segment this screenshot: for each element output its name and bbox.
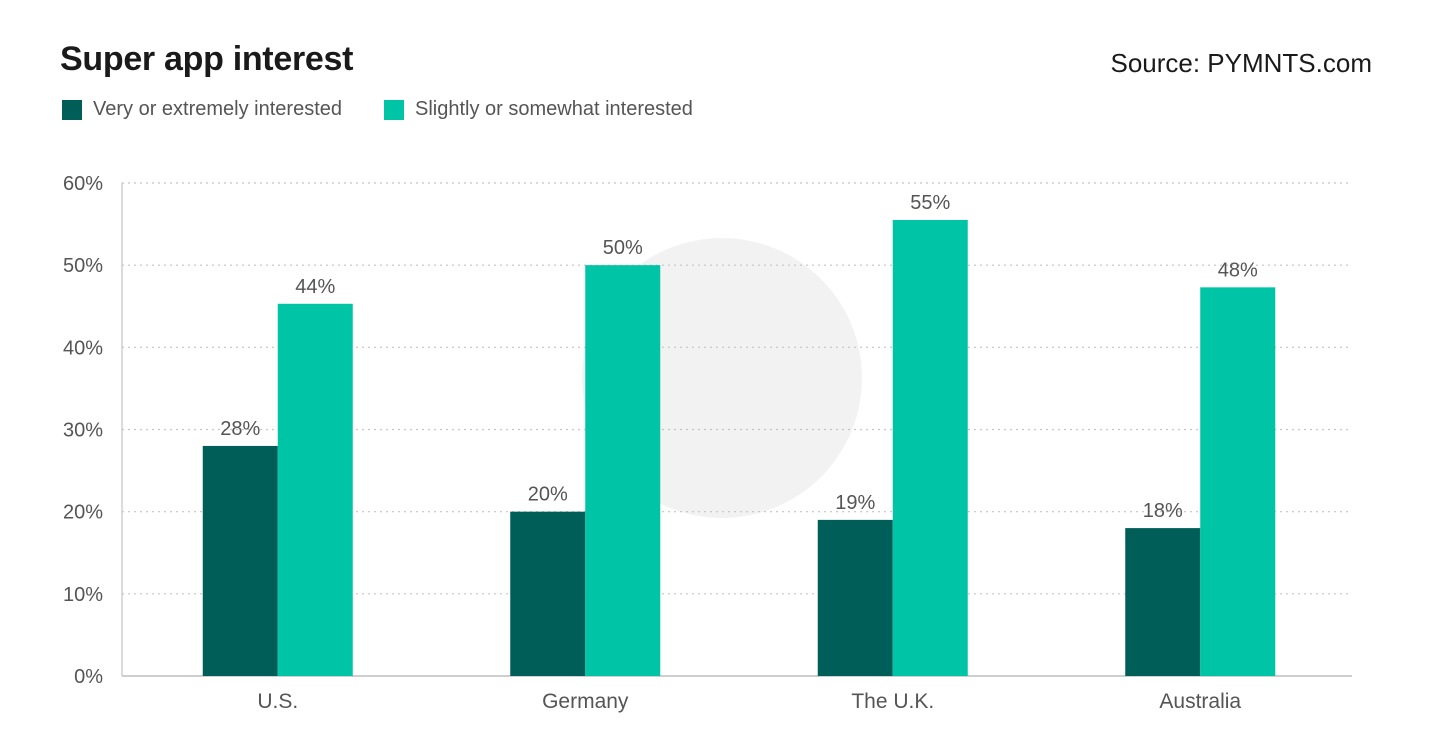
data-label-u-s-series-1: 44% [295, 276, 335, 298]
y-tick-label-40: 40% [63, 337, 103, 359]
y-tick-label-10: 10% [63, 584, 103, 606]
data-label-the-u-k-series-1: 55% [910, 192, 950, 214]
y-tick-label-50: 50% [63, 255, 103, 277]
data-label-germany-series-0: 20% [528, 484, 568, 506]
data-label-australia-series-0: 18% [1143, 500, 1183, 522]
bar-the-u-k-series-1 [892, 219, 968, 676]
legend-label-slightly-interested: Slightly or somewhat interested [415, 98, 693, 120]
bar-australia-series-1 [1200, 287, 1276, 676]
bar-u-s-series-1 [277, 303, 353, 676]
bar-germany-series-0 [510, 511, 586, 676]
y-tick-label-0: 0% [74, 666, 103, 688]
legend: Very or extremely interested Slightly or… [62, 98, 735, 121]
legend-item-very-interested: Very or extremely interested [62, 98, 342, 121]
legend-item-slightly-interested: Slightly or somewhat interested [384, 98, 693, 121]
data-label-germany-series-1: 50% [603, 237, 643, 259]
data-label-the-u-k-series-0: 19% [835, 492, 875, 514]
x-tick-label-1: Germany [542, 690, 629, 713]
chart-source: Source: PYMNTS.com [1110, 48, 1372, 78]
y-tick-label-30: 30% [63, 420, 103, 442]
y-tick-label-20: 20% [63, 502, 103, 524]
y-tick-label-60: 60% [63, 173, 103, 195]
chart-title: Super app interest [60, 40, 354, 78]
bar-germany-series-1 [585, 265, 661, 676]
legend-label-very-interested: Very or extremely interested [93, 98, 342, 120]
data-label-australia-series-1: 48% [1218, 259, 1258, 281]
x-tick-label-0: U.S. [257, 690, 298, 713]
bar-u-s-series-0 [202, 445, 278, 676]
bar-australia-series-0 [1125, 528, 1201, 676]
data-label-u-s-series-0: 28% [220, 418, 260, 440]
legend-swatch-slightly-interested [384, 99, 404, 120]
legend-swatch-very-interested [62, 99, 82, 120]
bar-the-u-k-series-0 [817, 519, 893, 676]
x-tick-label-3: Australia [1159, 690, 1241, 713]
x-tick-label-2: The U.K. [851, 690, 934, 713]
